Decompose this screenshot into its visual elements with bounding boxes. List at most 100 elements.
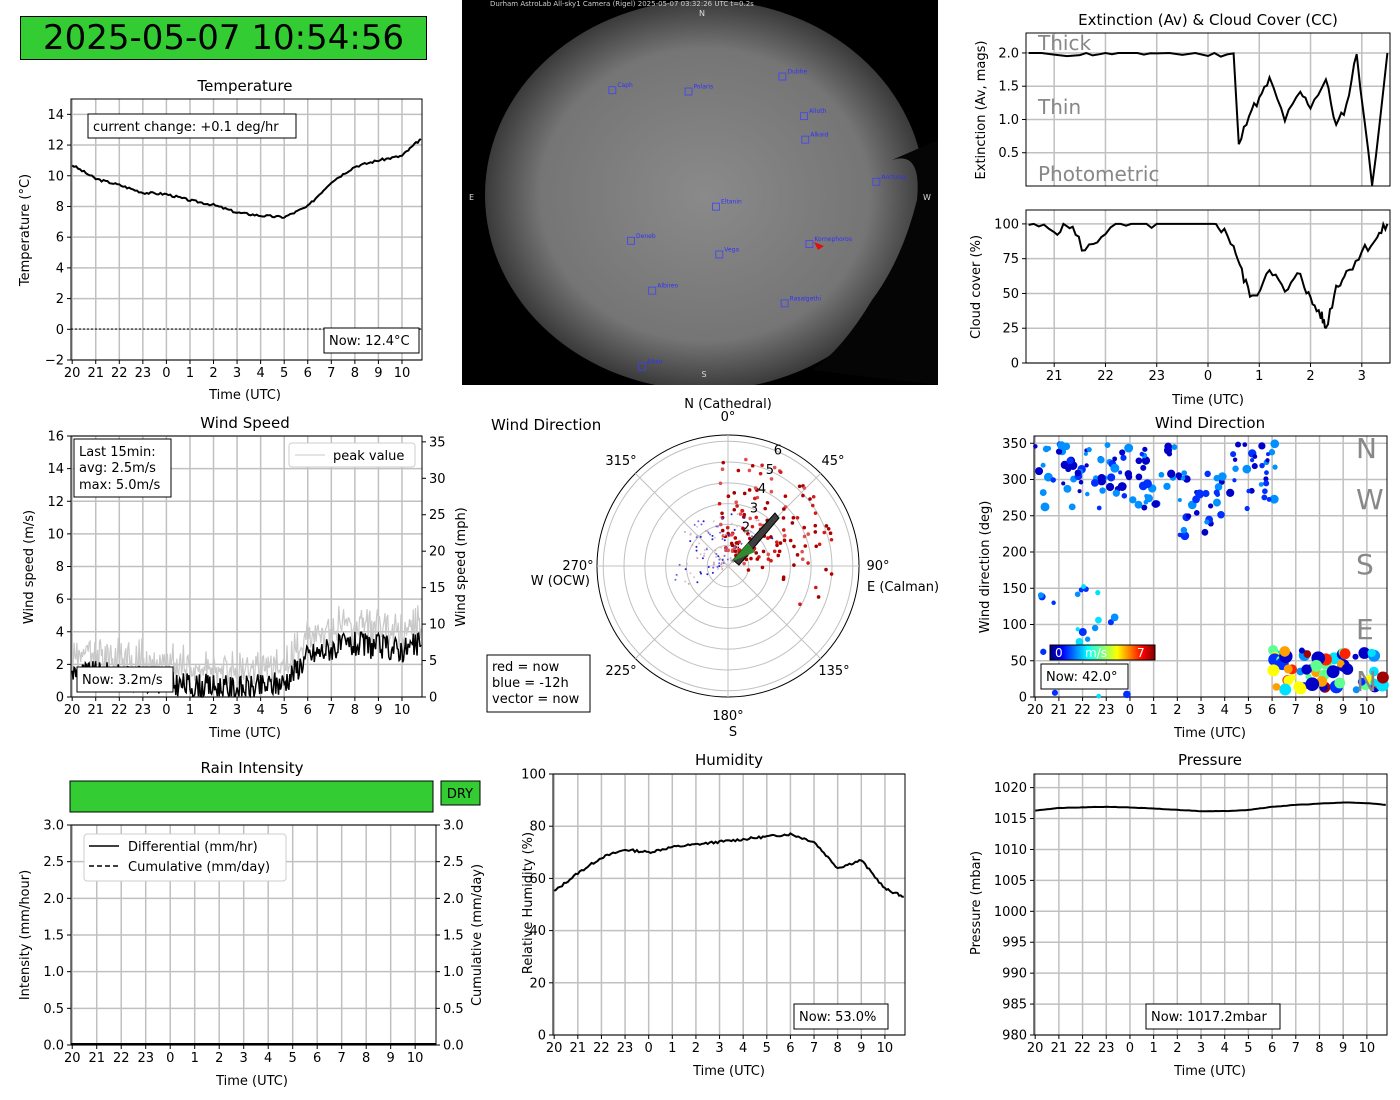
temperature-xtick-label: 2 bbox=[209, 366, 217, 381]
wind-direction-point bbox=[1369, 666, 1379, 677]
rain-ytick2-label: 2.5 bbox=[443, 855, 464, 870]
sky-dir-e: E bbox=[469, 193, 474, 202]
wind-polar-point bbox=[740, 508, 744, 513]
wind-polar-point bbox=[795, 515, 800, 520]
extinction-ytick-label: 0.5 bbox=[998, 146, 1019, 161]
temperature-ytick-label: 0 bbox=[56, 323, 64, 338]
wind-polar-point bbox=[703, 554, 706, 557]
sky-star-label: Dubhe bbox=[787, 69, 807, 76]
temperature-xtick-label: 21 bbox=[87, 366, 104, 381]
wind-speed-ytick-label: 2 bbox=[56, 658, 64, 673]
wind-direction-point bbox=[1135, 457, 1143, 465]
wind-polar-point bbox=[813, 530, 818, 534]
temperature-ytick-label: 12 bbox=[47, 139, 64, 154]
polar-angle-label: 0° bbox=[721, 410, 736, 425]
sky-star-label: Vega bbox=[724, 246, 739, 253]
rain-ytick2-label: 3.0 bbox=[443, 819, 464, 834]
wind-polar-point bbox=[829, 537, 834, 542]
wind-polar-point bbox=[733, 528, 736, 531]
wind-speed-ytick2-label: 10 bbox=[429, 618, 446, 633]
sky-star-label: Altair bbox=[647, 359, 663, 366]
humidity-ytick-label: 60 bbox=[529, 872, 546, 887]
rain-ytick-label: 2.0 bbox=[43, 892, 64, 907]
allsky-svg: Durham AstroLab All-sky1 Camera (Rigel) … bbox=[469, 0, 938, 385]
wind-direction-point bbox=[1085, 491, 1090, 497]
wind-speed-xlabel: Time (UTC) bbox=[208, 726, 281, 741]
temperature-xtick-label: 20 bbox=[64, 366, 81, 381]
wind-polar-point bbox=[757, 519, 760, 522]
wind-polar-point bbox=[697, 520, 700, 523]
wind-polar-point bbox=[730, 522, 733, 525]
wind-direction-point bbox=[1214, 483, 1223, 491]
cloud-ytick-label: 50 bbox=[1002, 287, 1019, 302]
temperature-ytick-label: 10 bbox=[47, 169, 64, 184]
wind-direction-point bbox=[1261, 494, 1268, 501]
humidity-series-line bbox=[553, 832, 904, 898]
wind-polar-point bbox=[781, 528, 786, 532]
wind-direction-point bbox=[1242, 442, 1248, 448]
pressure-ytick-label: 1000 bbox=[994, 905, 1027, 920]
wind-speed-panel: Wind Speed 20 21 22 23 0 1 2 3 4 5 6 7 8 9 10024681012… bbox=[22, 414, 469, 741]
pressure-xtick-label: 3 bbox=[1197, 1041, 1205, 1056]
extinction-series-line bbox=[1028, 51, 1389, 186]
wind-speed-xtick-label: 10 bbox=[394, 703, 411, 718]
wind-polar-point bbox=[758, 471, 763, 476]
wind-polar-point bbox=[769, 477, 774, 481]
sky-star-label: Rasalgethi bbox=[790, 295, 822, 302]
wind-direction-point bbox=[1125, 473, 1133, 481]
rain-xtick-label: 3 bbox=[240, 1051, 248, 1066]
wind-polar-point bbox=[772, 465, 777, 470]
polar-spoke bbox=[635, 565, 729, 659]
wind-polar-point bbox=[730, 559, 733, 562]
polar-ring-label: 1 bbox=[734, 540, 742, 555]
wind-direction-xtick-label: 21 bbox=[1051, 703, 1068, 718]
temperature-xtick-label: 3 bbox=[233, 366, 241, 381]
wind-direction-point bbox=[1226, 488, 1235, 497]
polar-ring-label: 6 bbox=[774, 444, 782, 459]
wind-direction-point bbox=[1120, 454, 1127, 461]
wind-polar-point bbox=[755, 557, 760, 561]
wind-polar-point bbox=[707, 531, 710, 534]
wind-direction-point bbox=[1208, 503, 1214, 509]
wind-polar-point bbox=[798, 602, 802, 607]
wind-direction-point bbox=[1105, 482, 1115, 492]
wind-direction-point bbox=[1181, 470, 1188, 476]
rain-xtick-label: 5 bbox=[289, 1051, 297, 1066]
wind-polar-point bbox=[689, 572, 692, 575]
polar-angle-label: 270° bbox=[562, 559, 593, 574]
sky-star-box bbox=[872, 177, 881, 186]
wind-polar-point bbox=[811, 494, 816, 499]
wind-speed-xtick-label: 5 bbox=[280, 703, 288, 718]
wind-speed-peak-line bbox=[71, 605, 422, 689]
wind-direction-point bbox=[1367, 648, 1376, 658]
wind-polar-point bbox=[802, 525, 807, 530]
wind-direction-xtick-label: 1 bbox=[1150, 703, 1158, 718]
wind-direction-point bbox=[1358, 647, 1371, 659]
rain-xtick-label: 0 bbox=[166, 1051, 174, 1066]
wind-polar-point bbox=[704, 530, 707, 533]
wind-direction-ylabel: Wind direction (deg) bbox=[978, 501, 993, 634]
wind-direction-point bbox=[1171, 444, 1178, 450]
wind-direction-point bbox=[1140, 464, 1147, 471]
wind-direction-point bbox=[1341, 663, 1354, 675]
wind-direction-point bbox=[1217, 510, 1225, 519]
compass-s: S bbox=[1356, 548, 1374, 581]
wind-direction-point bbox=[1118, 470, 1123, 475]
cloud-xtick-label: 2 bbox=[1306, 369, 1314, 384]
wind-direction-point bbox=[1204, 519, 1210, 525]
sky-dir-s: S bbox=[701, 370, 706, 379]
wind-direction-point bbox=[1055, 448, 1063, 455]
temperature-xtick-label: 0 bbox=[162, 366, 170, 381]
wind-polar-point bbox=[737, 545, 740, 548]
wind-direction-point bbox=[1163, 482, 1171, 491]
wind-polar-point bbox=[803, 544, 808, 548]
wind-direction-point bbox=[1037, 592, 1044, 599]
wind-polar-point bbox=[725, 525, 730, 530]
wind-direction-point bbox=[1270, 439, 1280, 449]
wind-direction-point bbox=[1074, 469, 1082, 477]
wind-polar-point bbox=[722, 559, 725, 562]
wind-direction-xtick-label: 20 bbox=[1027, 703, 1044, 718]
wind-direction-point bbox=[1107, 619, 1114, 626]
wind-direction-ytick-label: 0 bbox=[1019, 691, 1027, 706]
temperature-xtick-label: 9 bbox=[374, 366, 382, 381]
